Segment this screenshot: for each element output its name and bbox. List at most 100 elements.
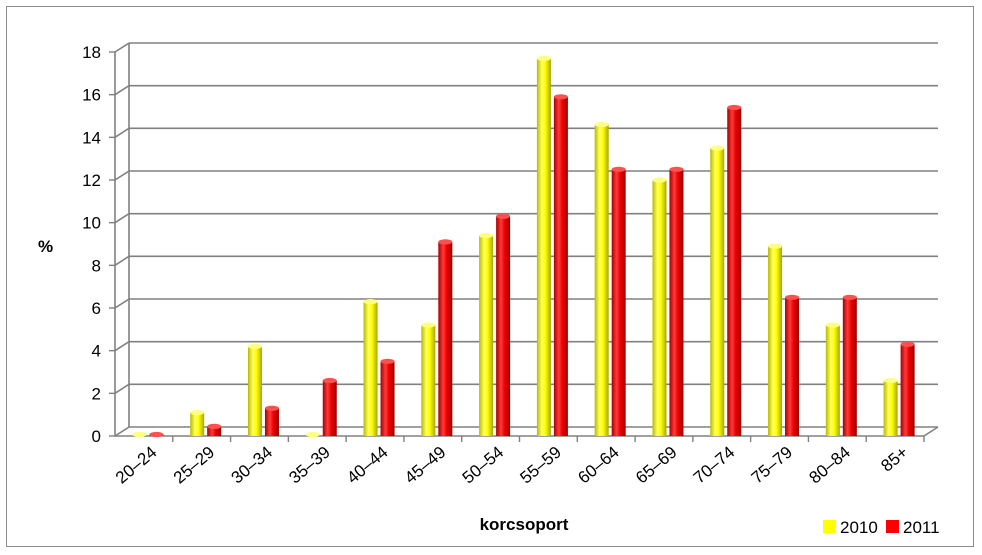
gridline-depth [114,84,130,96]
y-tick-label: 16 [82,86,101,105]
bar-cap [900,341,915,347]
bar-body [264,408,279,436]
bar-cap [149,431,164,438]
bar-cap [438,239,453,245]
bar-cap [247,343,262,349]
bar-cap [727,104,742,111]
legend-label-2010: 2010 [840,518,878,537]
legend-label-2011: 2011 [903,518,940,537]
bar-2011-9 [669,166,684,437]
bar-2011-11 [785,294,800,436]
y-tick-label: 14 [82,128,101,147]
bar-2010-5 [421,322,436,436]
bar-cap [536,55,551,62]
x-tick-label: 55–59 [517,443,565,488]
bar-cap [479,232,494,239]
bar-body [363,301,378,436]
bar-cap [496,213,511,219]
bar-cap [710,145,725,151]
x-tick-label: 85+ [877,442,911,475]
y-tick-label: 0 [92,427,101,446]
gridline-depth [114,255,130,267]
bar-cap [669,166,684,172]
gridline-depth [114,426,130,437]
bar-2010-11 [768,243,783,436]
bar-body [438,241,453,436]
bar-2010-4 [363,299,378,436]
gridline-depth [114,170,130,181]
bar-body [479,235,494,436]
bar-body [611,169,626,437]
y-tick-label: 8 [92,256,101,275]
bar-body [190,412,205,436]
y-tick-label: 10 [82,214,101,233]
bar-2010-7 [536,55,551,437]
x-tick-label: 40–44 [343,443,391,488]
bar-2010-1 [190,409,205,436]
bar-cap [132,431,147,438]
bar-cap [264,405,279,411]
gridline-depth [114,212,130,224]
legend-swatch-2010 [823,520,836,533]
bar-2011-7 [553,94,568,437]
bar-body [669,169,684,437]
bar-cap [305,431,320,438]
x-tick-label: 45–49 [401,443,449,488]
bar-cap [594,121,609,128]
bars [132,55,915,438]
bar-2010-13 [883,377,898,436]
bar-2010-0 [132,431,147,438]
bar-2011-8 [611,166,626,437]
x-tick-label: 80–84 [805,443,853,488]
bar-2011-13 [900,341,915,436]
bar-cap [785,294,800,300]
gridline-depth [114,340,130,352]
bar-body [594,124,609,437]
bar-body [727,107,742,436]
bar-cap [380,358,395,364]
x-tick-label: 65–69 [632,443,680,488]
bar-2010-10 [710,145,725,436]
y-tick-label: 4 [92,342,101,361]
bar-2011-4 [380,358,395,436]
x-axis-label: korcsoport [480,515,569,534]
bar-body [207,426,222,436]
bar-body [652,180,667,436]
x-tick-label: 25–29 [170,443,218,488]
gridline-depth [114,127,130,139]
bar-2010-6 [479,232,494,436]
bar-cap [652,177,667,183]
x-axis-depth-line [923,426,939,437]
y-tick-label: 18 [82,43,101,62]
x-tick-label: 35–39 [285,443,333,488]
x-tick-label: 20–24 [112,443,160,488]
bar-2011-2 [264,405,279,436]
bar-cap [421,322,436,328]
bar-body [553,96,568,437]
bar-cap [611,166,626,172]
bar-cap [768,243,783,249]
bar-cap [825,322,840,328]
bar-2011-10 [727,104,742,436]
legend-swatch-2011 [886,520,899,533]
bar-2011-1 [207,423,222,436]
bar-body [247,346,262,436]
bar-2010-3 [305,431,320,438]
bar-body [842,297,857,436]
legend: 2010 2011 [823,518,940,537]
bar-body [496,216,511,436]
bar-2011-5 [438,239,453,436]
bar-cap [322,377,337,384]
x-tick-label: 60–64 [574,443,622,488]
bar-body [883,380,898,436]
bar-body [322,380,337,436]
bar-cap [553,94,568,100]
x-tick-label: 70–74 [690,443,738,488]
gridline-depth [114,42,130,53]
axes [109,43,939,442]
bar-cap [207,423,222,429]
bar-body [710,148,725,436]
bar-2011-0 [149,431,164,438]
gridline-depth [114,383,130,395]
